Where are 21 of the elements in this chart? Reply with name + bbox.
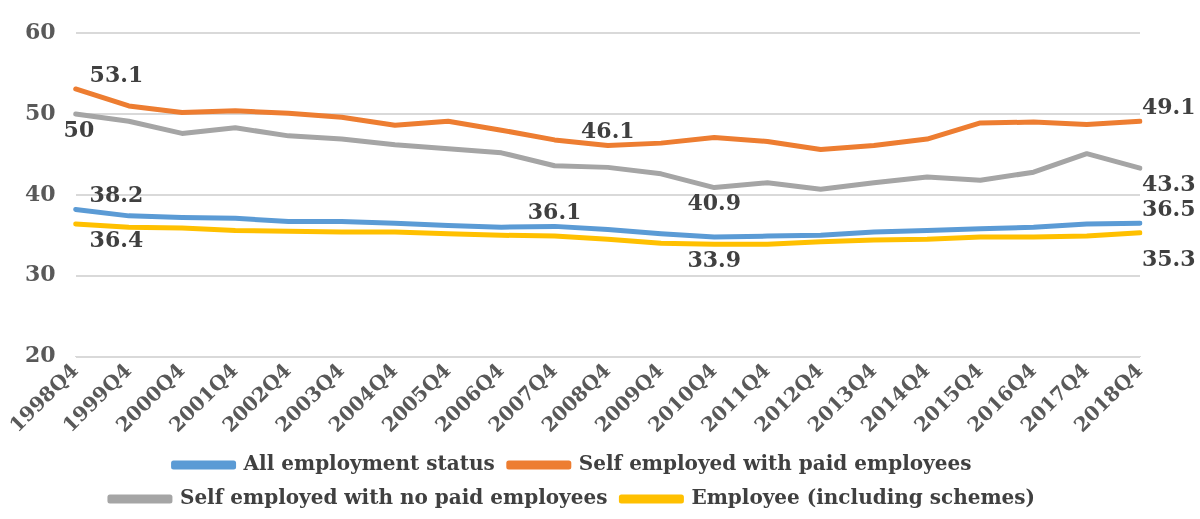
y-tick-label: 30 (24, 260, 56, 287)
y-tick-label: 50 (24, 98, 56, 125)
data-label: 36.1 (527, 198, 582, 225)
data-label: 35.3 (1142, 244, 1196, 271)
legend-label: Self employed with no paid employees (179, 485, 608, 510)
y-tick-label: 60 (24, 17, 56, 44)
data-label: 40.9 (687, 189, 742, 216)
data-label: 36.5 (1142, 194, 1196, 221)
data-label: 36.4 (89, 225, 144, 252)
data-label: 50 (63, 115, 95, 142)
y-tick-label: 20 (24, 341, 56, 368)
y-tick-label: 40 (24, 179, 56, 206)
data-label: 33.9 (687, 245, 742, 272)
legend-label: Self employed with paid employees (578, 451, 972, 476)
legend-label: All employment status (242, 451, 495, 476)
data-label: 38.2 (89, 181, 144, 208)
legend-label: Employee (including schemes) (691, 485, 1036, 510)
data-label: 43.3 (1142, 169, 1196, 196)
data-label: 49.1 (1142, 93, 1196, 120)
data-label: 53.1 (89, 60, 144, 87)
data-label: 46.1 (581, 117, 635, 144)
